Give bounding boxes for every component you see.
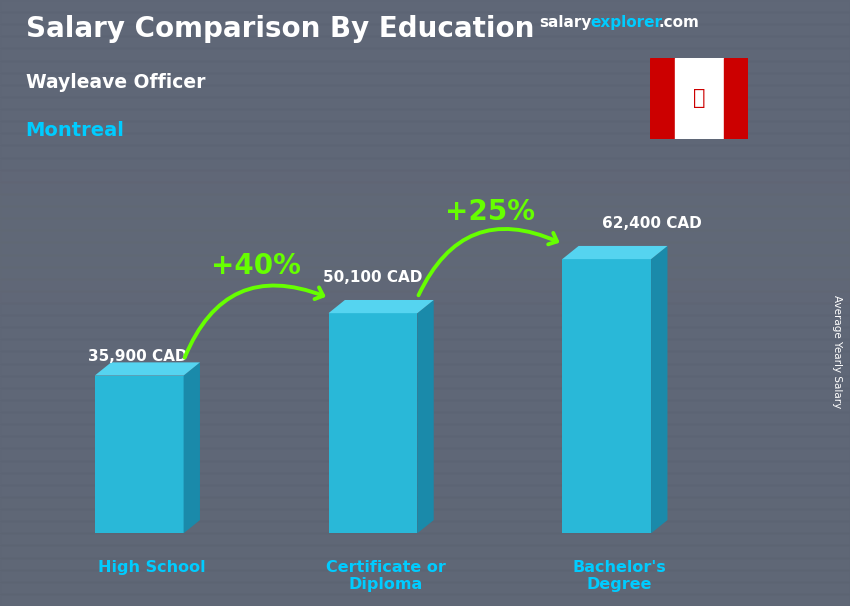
Bar [0, 424, 850, 436]
Polygon shape [328, 313, 417, 533]
Polygon shape [95, 362, 200, 376]
Polygon shape [417, 300, 434, 533]
Text: salary: salary [540, 15, 592, 30]
Text: 50,100 CAD: 50,100 CAD [323, 270, 422, 285]
Bar [0, 61, 850, 73]
Bar [0, 36, 850, 48]
Bar [0, 24, 850, 36]
Text: +25%: +25% [445, 198, 535, 226]
Bar [0, 279, 850, 291]
Bar [0, 255, 850, 267]
Bar [0, 242, 850, 255]
Bar [0, 121, 850, 133]
Bar [0, 533, 850, 545]
Bar [0, 594, 850, 606]
Text: .com: .com [659, 15, 700, 30]
Bar [0, 521, 850, 533]
Bar [723, 58, 748, 139]
Bar [0, 194, 850, 206]
Bar [0, 182, 850, 194]
Bar [0, 545, 850, 558]
Bar [0, 400, 850, 412]
Bar [0, 206, 850, 218]
Bar [0, 0, 850, 12]
Text: Montreal: Montreal [26, 121, 124, 140]
Bar [0, 48, 850, 61]
Bar [0, 230, 850, 242]
Text: 35,900 CAD: 35,900 CAD [88, 348, 187, 364]
Bar [0, 497, 850, 509]
Bar [0, 12, 850, 24]
Text: Salary Comparison By Education: Salary Comparison By Education [26, 15, 534, 43]
Text: explorer: explorer [591, 15, 663, 30]
Polygon shape [563, 259, 651, 533]
Bar [0, 461, 850, 473]
Bar [0, 558, 850, 570]
Text: Certificate or
Diploma: Certificate or Diploma [326, 560, 445, 592]
Bar [0, 364, 850, 376]
Polygon shape [184, 362, 200, 533]
Bar [0, 109, 850, 121]
Bar [0, 327, 850, 339]
Bar [0, 509, 850, 521]
Text: 62,400 CAD: 62,400 CAD [602, 216, 702, 231]
Polygon shape [651, 246, 667, 533]
Bar [0, 291, 850, 303]
Bar [0, 570, 850, 582]
Bar [650, 58, 675, 139]
Bar [0, 412, 850, 424]
Bar [0, 267, 850, 279]
Text: +40%: +40% [211, 251, 301, 280]
Bar [0, 158, 850, 170]
Bar [0, 485, 850, 497]
Bar [0, 85, 850, 97]
Text: Wayleave Officer: Wayleave Officer [26, 73, 205, 92]
Bar [0, 170, 850, 182]
Polygon shape [95, 376, 184, 533]
Bar [0, 473, 850, 485]
Bar [0, 315, 850, 327]
Bar [0, 388, 850, 400]
Bar [0, 97, 850, 109]
Bar [0, 133, 850, 145]
Text: 🍁: 🍁 [693, 88, 706, 108]
Bar [0, 218, 850, 230]
Bar [0, 73, 850, 85]
Bar [0, 582, 850, 594]
Bar [0, 303, 850, 315]
Bar [0, 339, 850, 351]
Bar [675, 58, 723, 139]
Bar [0, 351, 850, 364]
Text: Average Yearly Salary: Average Yearly Salary [832, 295, 842, 408]
Text: Bachelor's
Degree: Bachelor's Degree [573, 560, 666, 592]
Bar [0, 376, 850, 388]
Polygon shape [328, 300, 434, 313]
Polygon shape [563, 246, 667, 259]
Text: High School: High School [99, 560, 206, 574]
Bar [0, 436, 850, 448]
Bar [0, 145, 850, 158]
Bar [0, 448, 850, 461]
